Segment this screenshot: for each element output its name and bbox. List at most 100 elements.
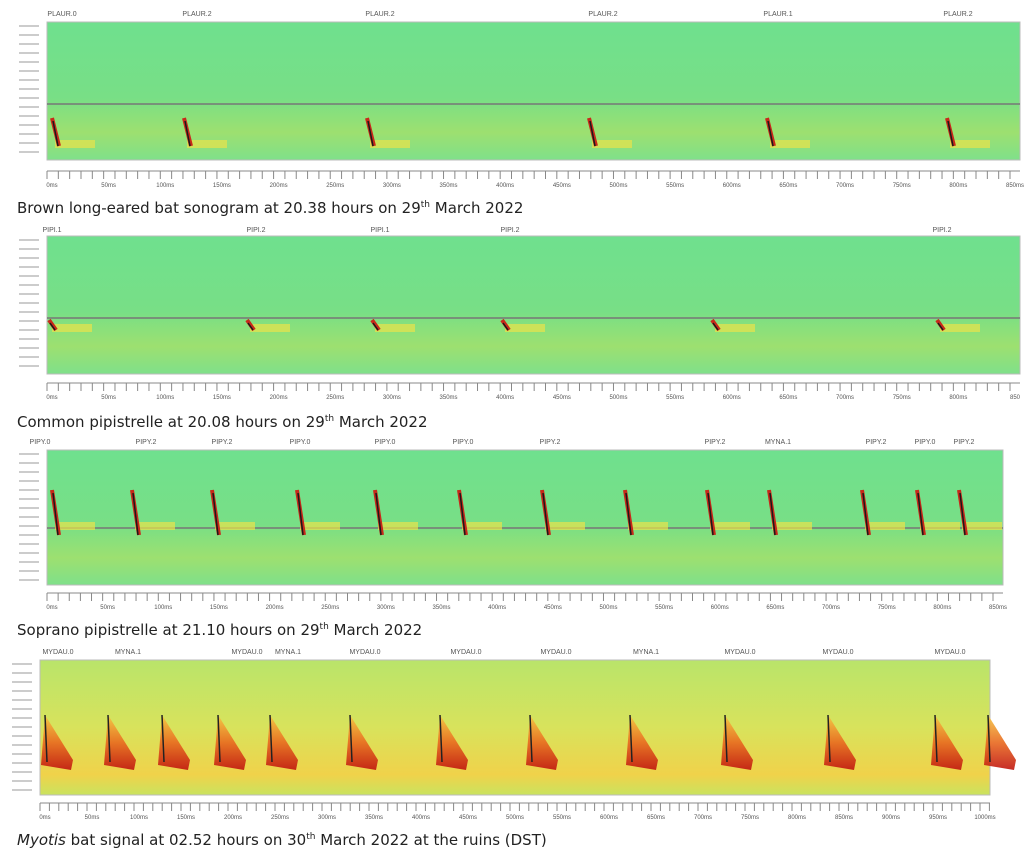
call-trail	[545, 522, 585, 530]
x-tick-label: 100ms	[156, 395, 174, 401]
call-label: PLAUR.0	[47, 11, 76, 18]
x-tick-label: 350ms	[440, 395, 458, 401]
call-label: MYNA.1	[115, 649, 141, 656]
call-label: PIPY.2	[954, 439, 975, 446]
x-tick-label: 300ms	[383, 183, 401, 189]
call-label: PLAUR.1	[763, 11, 792, 18]
call-trail	[962, 522, 1002, 530]
call-trail	[250, 324, 290, 332]
x-tick-label: 250ms	[321, 605, 339, 611]
call-label: PIPY.2	[705, 439, 726, 446]
x-tick-label: 450ms	[459, 815, 477, 821]
figure: PLAUR.0PLAUR.2PLAUR.2PLAUR.2PLAUR.1PLAUR…	[0, 0, 1029, 861]
sonogram-panel: PIPY.0 PIPY.2 PIPY.2 PIPY.0 PIPY.0 PIPY.0 PIPY…	[17, 439, 1007, 639]
call-trail	[950, 140, 990, 148]
call-trail	[628, 522, 668, 530]
call-label: MYDAU.0	[231, 649, 262, 656]
x-tick-label: 0ms	[39, 815, 50, 821]
x-tick-label: 150ms	[177, 815, 195, 821]
caption-text: Common pipistrelle at 20.08 hours on 29	[17, 413, 325, 431]
caption: Brown long-eared bat sonogram at 20.38 h…	[17, 199, 523, 217]
x-tick-label: 600ms	[723, 183, 741, 189]
call-label: PIPY.0	[453, 439, 474, 446]
x-tick-label: 850ms	[989, 605, 1007, 611]
x-tick-label: 400ms	[412, 815, 430, 821]
call-label: MYDAU.0	[724, 649, 755, 656]
call-trail	[592, 140, 632, 148]
x-tick-label: 550ms	[666, 183, 684, 189]
x-tick-label: 350ms	[365, 815, 383, 821]
call-trail	[940, 324, 980, 332]
caption-superscript: th	[421, 200, 430, 210]
call-label: MYDAU.0	[42, 649, 73, 656]
call-trail	[135, 522, 175, 530]
x-tick-label: 100ms	[130, 815, 148, 821]
x-tick-label: 350ms	[433, 605, 451, 611]
call-trail	[920, 522, 960, 530]
x-tick-label: 550ms	[553, 815, 571, 821]
call-label: PLAUR.2	[943, 11, 972, 18]
x-tick-label: 750ms	[893, 183, 911, 189]
call-label: PIPI.1	[42, 227, 61, 234]
call-label: PIPY.0	[375, 439, 396, 446]
x-tick-label: 350ms	[440, 183, 458, 189]
x-tick-label: 800ms	[933, 605, 951, 611]
call-label: MYDAU.0	[540, 649, 571, 656]
x-tick-label: 750ms	[893, 395, 911, 401]
call-label: PIPY.2	[540, 439, 561, 446]
x-tick-label: 300ms	[377, 605, 395, 611]
x-tick-label: 450ms	[553, 395, 571, 401]
x-tick-label: 550ms	[666, 395, 684, 401]
call-label: MYNA.1	[765, 439, 791, 446]
x-tick-label: 500ms	[609, 395, 627, 401]
call-label: PIPY.2	[866, 439, 887, 446]
call-trail	[710, 522, 750, 530]
call-label: PLAUR.2	[182, 11, 211, 18]
call-trail	[715, 324, 755, 332]
x-tick-label: 850ms	[1006, 183, 1024, 189]
x-tick-label: 450ms	[553, 183, 571, 189]
x-tick-label: 600ms	[711, 605, 729, 611]
x-tick-label: 950ms	[929, 815, 947, 821]
spectrogram	[40, 660, 990, 795]
call-label: PIPY.2	[212, 439, 233, 446]
x-tick-label: 200ms	[266, 605, 284, 611]
x-tick-label: 800ms	[949, 395, 967, 401]
x-tick-label: 300ms	[318, 815, 336, 821]
call-label: PIPI.2	[500, 227, 519, 234]
x-tick-label: 300ms	[383, 395, 401, 401]
x-tick-label: 700ms	[836, 395, 854, 401]
call-trail	[770, 140, 810, 148]
x-tick-label: 50ms	[101, 183, 116, 189]
x-tick-label: 150ms	[213, 395, 231, 401]
caption-text: March 2022	[334, 413, 427, 431]
x-tick-label: 200ms	[270, 395, 288, 401]
x-tick-label: 150ms	[213, 183, 231, 189]
x-tick-label: 50ms	[101, 395, 116, 401]
x-tick-label: 250ms	[326, 395, 344, 401]
x-tick-label: 50ms	[85, 815, 100, 821]
x-tick-label: 100ms	[154, 605, 172, 611]
call-trail	[187, 140, 227, 148]
call-trail	[55, 522, 95, 530]
caption-superscript: th	[320, 622, 329, 632]
call-label: PIPY.0	[915, 439, 936, 446]
call-trail	[375, 324, 415, 332]
x-tick-label: 650ms	[779, 395, 797, 401]
x-tick-label: 550ms	[655, 605, 673, 611]
caption-text: Soprano pipistrelle at 21.10 hours on 29	[17, 621, 320, 639]
caption-text: March 2022	[430, 199, 523, 217]
x-tick-label: 450ms	[544, 605, 562, 611]
x-tick-label: 400ms	[496, 395, 514, 401]
x-tick-label: 150ms	[210, 605, 228, 611]
x-tick-label: 1000ms	[974, 815, 995, 821]
spectrogram	[47, 22, 1020, 160]
x-tick-label: 200ms	[270, 183, 288, 189]
x-tick-label: 850	[1010, 395, 1021, 401]
call-label: PIPY.0	[290, 439, 311, 446]
x-tick-label: 400ms	[488, 605, 506, 611]
x-tick-label: 750ms	[741, 815, 759, 821]
x-tick-label: 850ms	[835, 815, 853, 821]
